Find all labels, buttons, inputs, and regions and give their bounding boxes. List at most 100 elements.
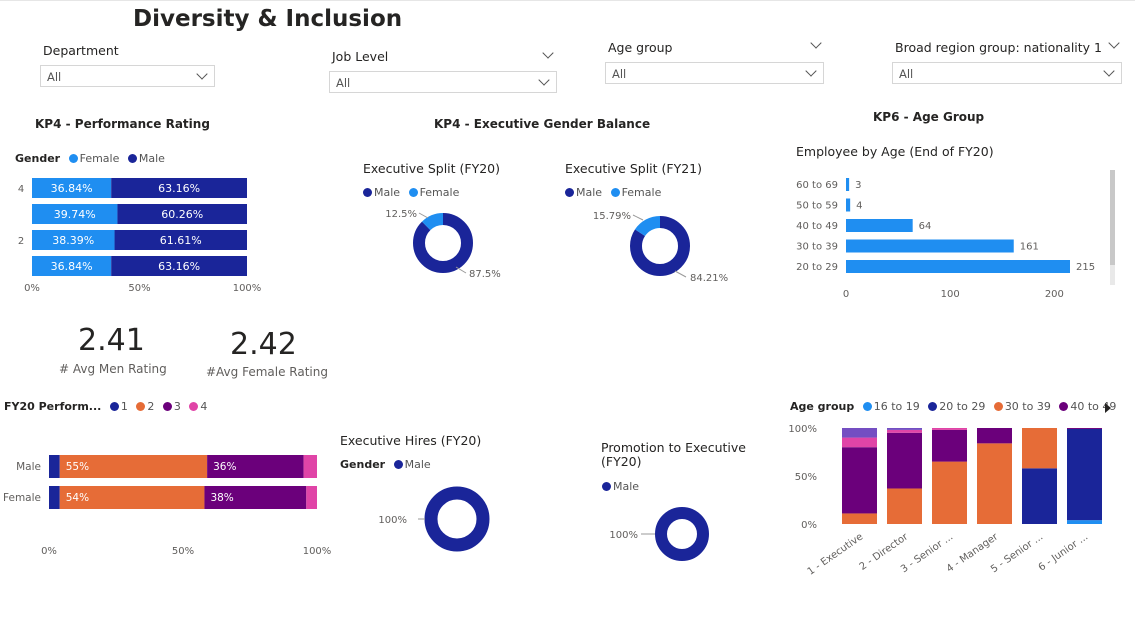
legend-female[interactable]: Female (419, 186, 460, 199)
x-tick-label: 1 - Executive (806, 531, 866, 577)
department-dropdown[interactable]: All (40, 65, 215, 87)
avg-female-rating-value: 2.42 (230, 327, 297, 362)
data-label: 3 (855, 180, 861, 191)
y-tick-label: 60 to 69 (796, 180, 838, 191)
x-tick-label: 0 (843, 289, 849, 300)
legend-20-to-29[interactable]: 20 to 29 (939, 400, 986, 413)
exec-split-fy21-donut: 15.79% 84.21% (593, 211, 728, 284)
age-group-dropdown[interactable]: All (605, 62, 824, 84)
data-label: 36.84% (51, 260, 93, 273)
fy20-performance-legend: FY20 Perform... 1 2 3 4 (4, 400, 207, 413)
data-label: 64 (919, 221, 932, 232)
legend-40-to-49[interactable]: 40 to 49 (1070, 400, 1117, 413)
age-40-49-dot-icon (1059, 402, 1069, 411)
scrollbar-thumb[interactable] (1110, 170, 1115, 265)
promotion-legend: Male (597, 480, 639, 493)
y-tick-label: 2 (18, 236, 24, 247)
column-segment (1067, 520, 1102, 524)
performance-rating-chart: 36.84% 63.16% 4 39.74% 60.26% 38.39% 61.61% 2 36… (18, 178, 261, 294)
x-tick-label: 6 - Junior ... (1037, 531, 1091, 573)
column-segment (932, 461, 967, 524)
bar-segment (32, 256, 112, 276)
y-tick-label: 50% (795, 472, 817, 483)
y-tick-label: Female (3, 492, 41, 504)
x-tick-label: 0% (24, 283, 40, 294)
bar-segment (111, 256, 248, 276)
y-tick-label: 30 to 39 (796, 242, 838, 253)
legend-female[interactable]: Female (79, 152, 120, 165)
female-dot-icon (408, 188, 418, 197)
y-tick-label: 20 to 29 (796, 262, 838, 273)
donut-slice (424, 486, 490, 552)
legend-female[interactable]: Female (621, 186, 662, 199)
male-dot-icon (127, 154, 137, 163)
legend-male[interactable]: Male (613, 480, 640, 493)
age-group-section-title: KP6 - Age Group (873, 110, 985, 124)
column-segment (1067, 428, 1102, 429)
age-16-19-dot-icon (862, 402, 872, 411)
exec-split-fy21-legend: Male Female (560, 186, 661, 199)
bar-segment (32, 204, 118, 224)
bar-segment (49, 455, 60, 478)
column-segment (887, 428, 922, 430)
exec-split-fy21-title: Executive Split (FY21) (565, 161, 703, 176)
bar-segment (32, 178, 112, 198)
exec-split-fy20-legend: Male Female (358, 186, 459, 199)
column-segment (842, 437, 877, 448)
data-label: 38.39% (52, 234, 94, 247)
column-segment (977, 443, 1012, 524)
avg-female-rating-label: #Avg Female Rating (206, 365, 328, 379)
column-segment (887, 429, 922, 433)
data-label: 36.84% (51, 182, 93, 195)
data-label: 60.26% (161, 208, 203, 221)
legend-next-arrow-icon[interactable] (1105, 403, 1111, 413)
bar-segment (49, 486, 60, 509)
data-label: 54% (66, 492, 89, 504)
male-dot-icon (565, 188, 574, 197)
legend-rating-3[interactable]: 3 (173, 400, 181, 413)
bar (846, 260, 1070, 273)
legend-male[interactable]: Male (404, 458, 431, 471)
x-tick-label: 50% (172, 546, 194, 557)
department-value: All (47, 70, 62, 84)
column-segment (842, 428, 877, 438)
age-30-39-dot-icon (993, 402, 1003, 411)
region-dropdown[interactable]: All (892, 62, 1122, 84)
legend-rating-4[interactable]: 4 (200, 400, 208, 413)
column-segment (887, 432, 922, 489)
column-segment (977, 428, 1012, 444)
bar-segment (303, 455, 317, 478)
y-tick-label: 40 to 49 (796, 221, 838, 232)
chevron-down-icon[interactable] (1108, 37, 1120, 49)
donut-slice (413, 213, 473, 273)
age-group-slicer-label: Age group (608, 40, 673, 55)
legend-title: FY20 Perform... (4, 400, 102, 413)
x-tick-label: 200 (1045, 289, 1064, 300)
job-level-dropdown[interactable]: All (329, 71, 557, 93)
female-dot-icon (610, 188, 620, 197)
bar (846, 198, 851, 212)
legend-rating-2[interactable]: 2 (147, 400, 155, 413)
male-dot-icon (393, 460, 403, 469)
chevron-down-icon (805, 65, 817, 77)
column-segment (1067, 428, 1102, 521)
chevron-down-icon[interactable] (542, 47, 554, 59)
region-slicer-label: Broad region group: nationality 1 (895, 40, 1103, 55)
legend-male[interactable]: Male (138, 152, 165, 165)
data-label: 100% (378, 515, 407, 526)
chevron-down-icon[interactable] (810, 37, 822, 49)
top-border (0, 0, 1135, 3)
bar (846, 219, 913, 232)
legend-30-to-39[interactable]: 30 to 39 (1004, 400, 1051, 413)
x-tick-label: 0% (41, 546, 57, 557)
legend-male[interactable]: Male (576, 186, 603, 199)
bar-segment (114, 230, 247, 250)
chevron-down-icon (196, 68, 208, 80)
executive-gender-balance-title: KP4 - Executive Gender Balance (434, 117, 651, 131)
data-label: 100% (609, 530, 638, 541)
legend-rating-1[interactable]: 1 (120, 400, 128, 413)
legend-male[interactable]: Male (374, 186, 401, 199)
legend-16-to-19[interactable]: 16 to 19 (873, 400, 920, 413)
rating-2-dot-icon (136, 402, 146, 411)
